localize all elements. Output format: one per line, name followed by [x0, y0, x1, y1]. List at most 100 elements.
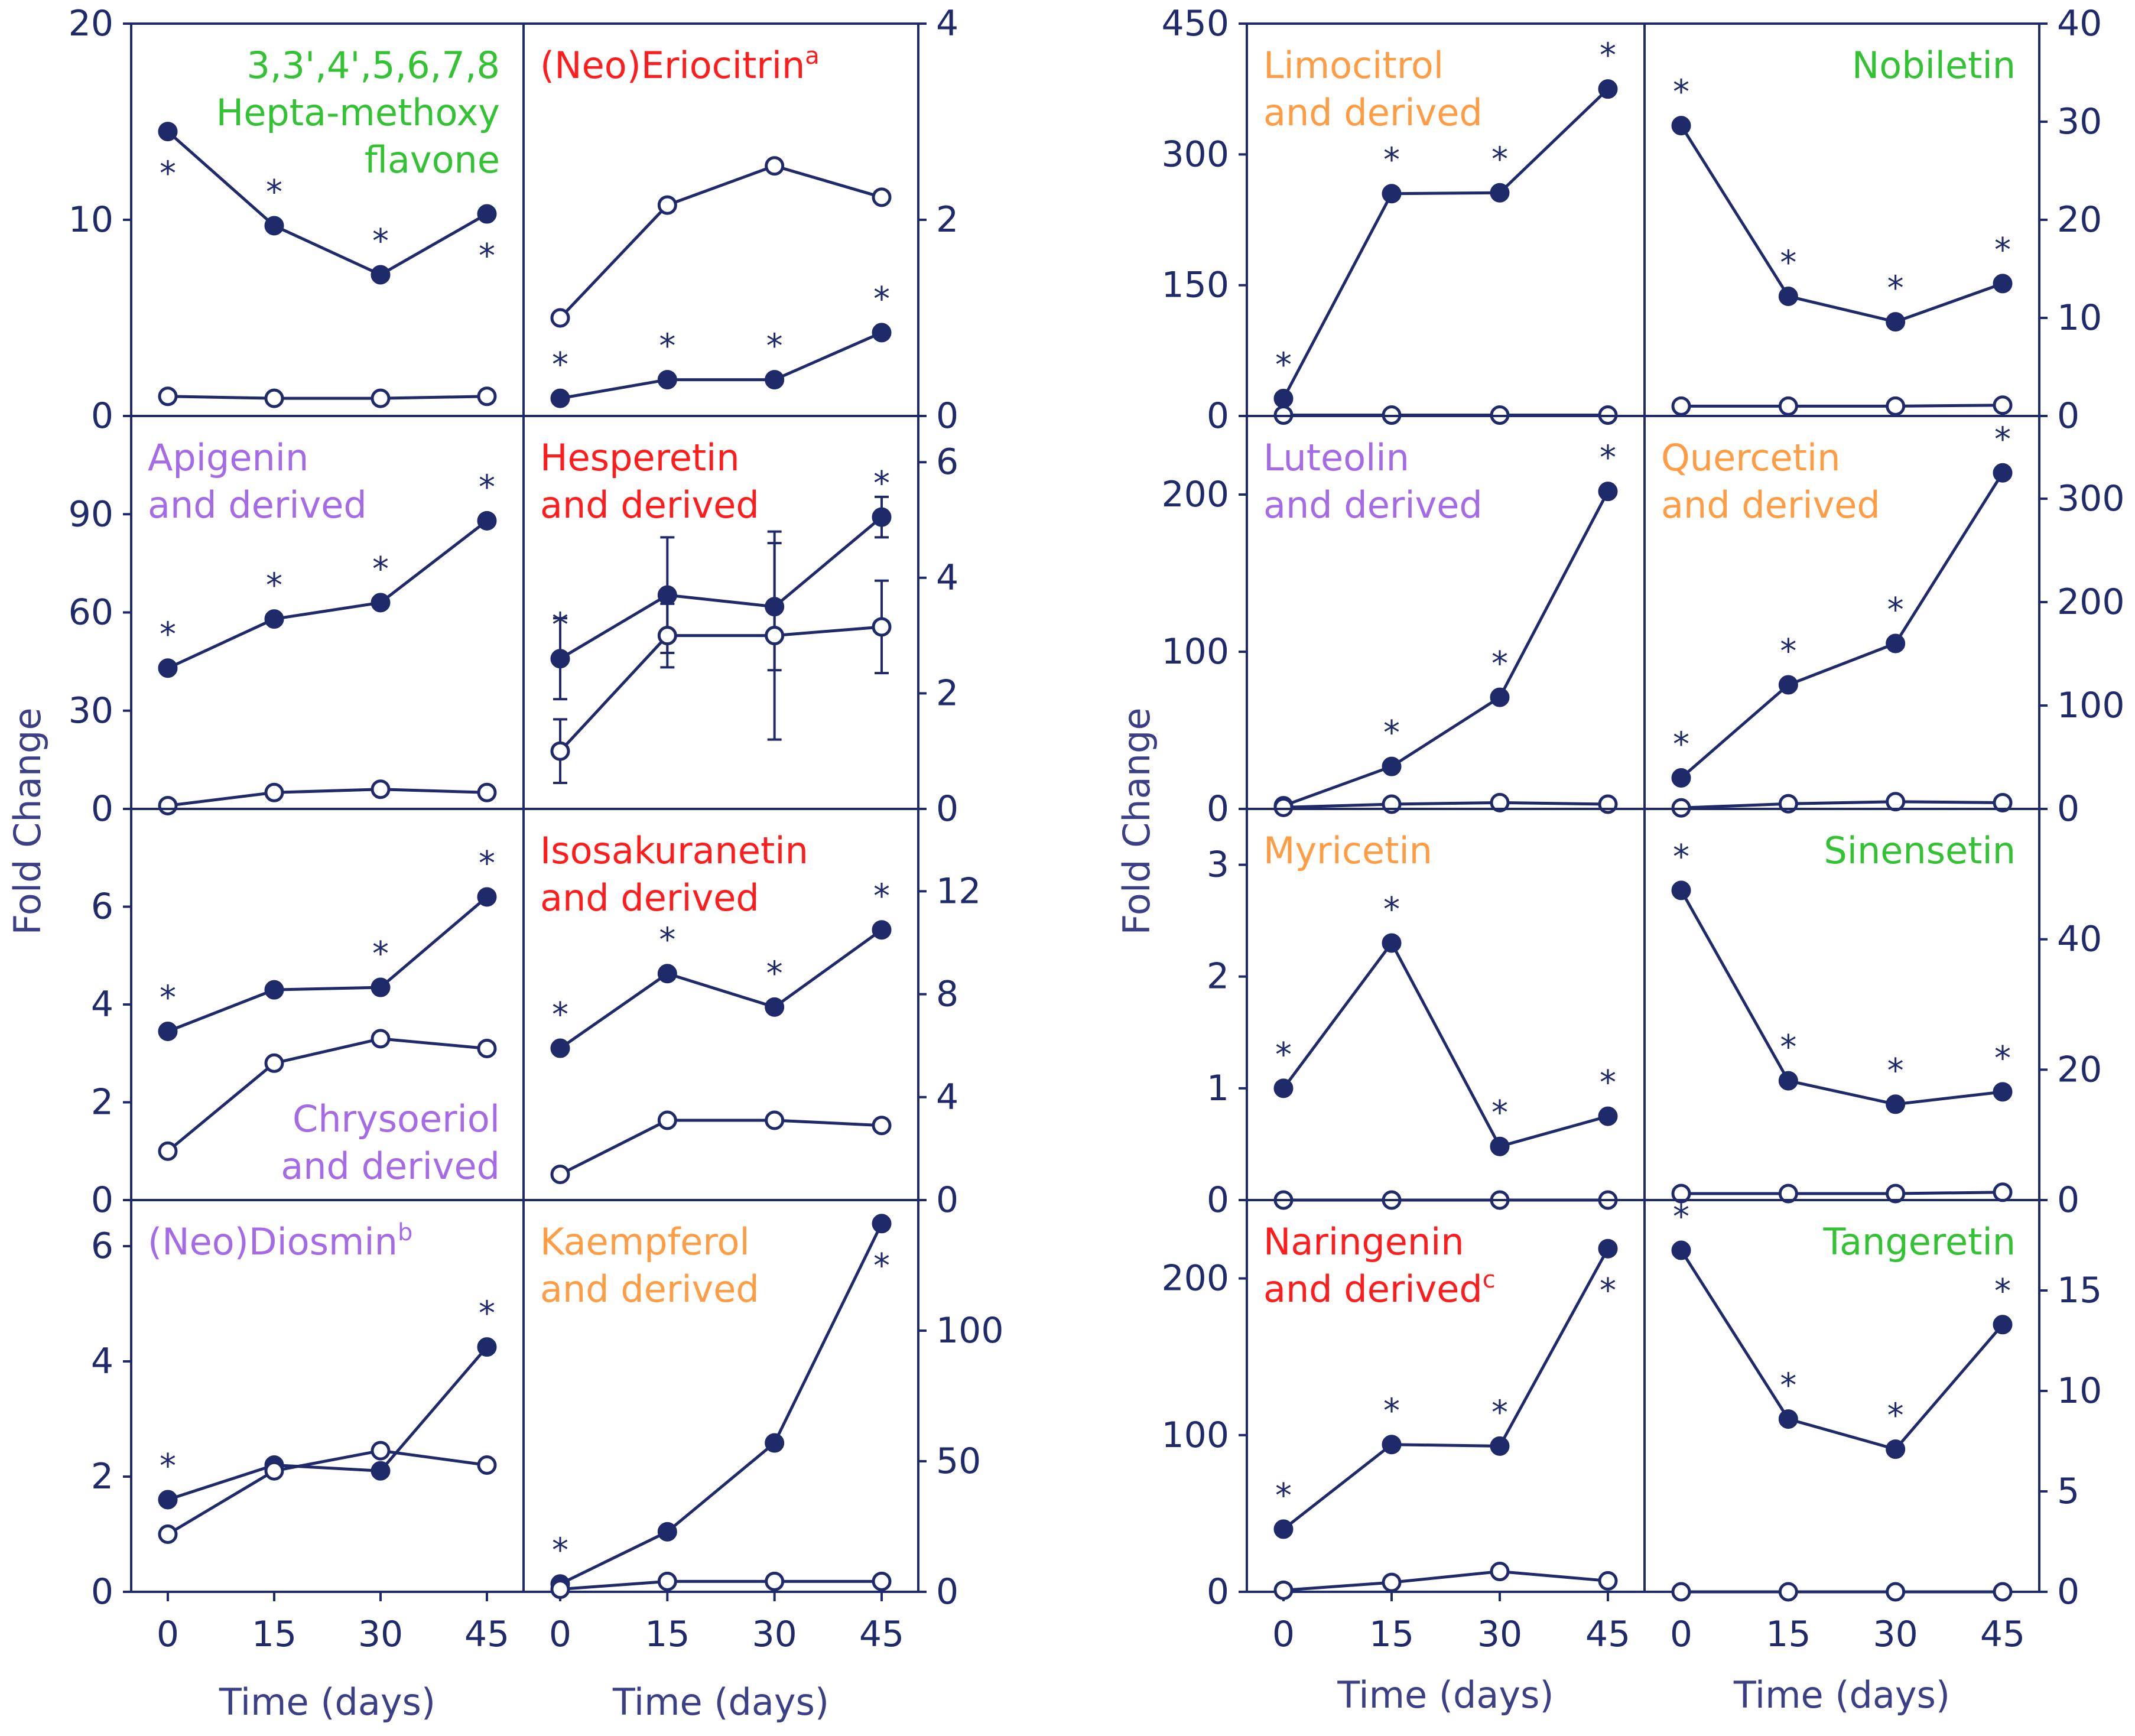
- data-point-open: [1273, 797, 1294, 817]
- panel-title: Apigenin: [148, 436, 308, 479]
- left-x-axis-label-1: Time (days): [219, 1680, 436, 1724]
- y-tick-label: 20: [2057, 1049, 2102, 1090]
- significance-star: *: [1780, 1028, 1796, 1067]
- data-point-filled: [1671, 116, 1691, 136]
- data-point-filled: [477, 887, 497, 907]
- significance-star: *: [479, 237, 495, 275]
- x-tick-label: 30: [1477, 1614, 1522, 1655]
- series-line-open: [560, 1579, 882, 1591]
- significance-star: *: [1491, 645, 1508, 683]
- y-tick-label: 0: [1207, 395, 1229, 437]
- series-line-filled: [1282, 1248, 1610, 1530]
- data-point-filled: [1490, 1136, 1510, 1156]
- y-tick-label: 40: [2057, 3, 2102, 44]
- data-point-filled: [1598, 1238, 1618, 1259]
- data-point-open: [1778, 1582, 1798, 1602]
- significance-star: *: [160, 155, 176, 193]
- y-tick-label: 2: [936, 672, 958, 714]
- data-point-open: [1886, 792, 1906, 812]
- data-point-open: [657, 195, 677, 215]
- data-point-filled: [1490, 1436, 1510, 1456]
- y-tick-label: 0: [2057, 788, 2079, 830]
- panel-title: and derivedc: [1263, 1266, 1496, 1311]
- data-point-filled: [1778, 675, 1798, 695]
- data-point-filled: [1993, 274, 2013, 294]
- y-tick-label: 0: [91, 1179, 113, 1221]
- significance-star: *: [1994, 231, 2011, 269]
- data-point-filled: [158, 1490, 178, 1510]
- panel-title: and derived: [1263, 483, 1483, 526]
- x-tick-label: 45: [859, 1614, 904, 1655]
- significance-star: *: [1887, 1052, 1904, 1090]
- series-line-filled: [1679, 889, 2003, 1106]
- series-line-filled: [167, 1345, 488, 1501]
- data-point-open: [872, 1116, 892, 1136]
- data-point-open: [158, 795, 178, 815]
- data-point-filled: [264, 980, 284, 1000]
- panel-title: Luteolin: [1263, 436, 1409, 479]
- y-tick-label: 8: [936, 974, 958, 1015]
- data-point-filled: [1273, 388, 1294, 408]
- data-point-open: [477, 1038, 497, 1058]
- data-point-open: [1671, 1184, 1691, 1204]
- data-point-open: [1993, 1582, 2013, 1602]
- data-point-filled: [657, 964, 677, 984]
- panel-title: and derived: [281, 1145, 500, 1188]
- data-point-filled: [1598, 79, 1618, 99]
- data-point-filled: [371, 1461, 391, 1481]
- significance-star: *: [1673, 73, 1689, 112]
- panel-nobiletin: 0 10 20 30 40 * * * * Nobiletin: [1643, 3, 2102, 437]
- data-point-filled: [1671, 1240, 1691, 1260]
- y-tick-label: 30: [69, 690, 113, 732]
- left-x-axis-label-2: Time (days): [612, 1680, 829, 1724]
- panel-title: Myricetin: [1263, 829, 1432, 872]
- significance-star: *: [1383, 1392, 1400, 1431]
- data-point-open: [550, 308, 570, 328]
- data-point-open: [1993, 395, 2013, 415]
- series-line-filled: [560, 331, 883, 400]
- x-tick-label: 45: [1585, 1614, 1630, 1655]
- y-tick-label: 90: [69, 493, 113, 535]
- y-tick-label: 15: [2057, 1270, 2102, 1311]
- data-point-filled: [657, 585, 677, 605]
- y-tick-label: 200: [1161, 474, 1229, 515]
- data-point-filled: [371, 977, 391, 997]
- data-point-filled: [1382, 184, 1402, 204]
- y-tick-label: 0: [1207, 1179, 1229, 1221]
- data-point-filled: [1671, 880, 1691, 900]
- y-tick-label: 0: [936, 395, 958, 437]
- y-tick-label: 4: [91, 1341, 113, 1382]
- significance-star: *: [552, 346, 568, 384]
- data-point-filled: [477, 511, 497, 531]
- y-tick-label: 100: [1161, 631, 1229, 672]
- data-point-filled: [1886, 312, 1906, 332]
- panel-title: (Neo)Eriocitrina: [540, 43, 820, 87]
- data-point-filled: [1490, 687, 1510, 707]
- series-line-filled: [167, 130, 488, 277]
- x-tick-label: 15: [1766, 1614, 1811, 1655]
- panel-eriocitrin: 0 2 4 * * * * (Neo)Eriocitrina: [522, 3, 958, 437]
- data-point-open: [264, 782, 284, 802]
- series-line-filled: [559, 928, 883, 1050]
- data-point-open: [1886, 1582, 1906, 1602]
- data-point-open: [550, 1579, 570, 1600]
- y-tick-label: 200: [1161, 1258, 1229, 1299]
- significance-star: *: [1275, 346, 1292, 384]
- panel-title: and derived: [148, 483, 367, 526]
- data-point-filled: [477, 1337, 497, 1357]
- y-tick-label: 300: [1161, 134, 1229, 175]
- y-tick-label: 10: [2057, 297, 2102, 339]
- y-tick-label: 50: [936, 1441, 981, 1482]
- significance-star: *: [552, 1532, 568, 1570]
- panel-title: 3,3',4',5,6,7,8: [247, 44, 500, 87]
- panel-title: and derived: [540, 876, 759, 919]
- data-point-open: [1598, 1571, 1618, 1591]
- data-point-open: [1886, 396, 1906, 416]
- data-point-filled: [765, 997, 785, 1017]
- data-point-open: [1778, 396, 1798, 416]
- significance-star: *: [266, 567, 282, 605]
- data-point-filled: [1886, 633, 1906, 654]
- panel-title: Kaempferol: [540, 1220, 750, 1263]
